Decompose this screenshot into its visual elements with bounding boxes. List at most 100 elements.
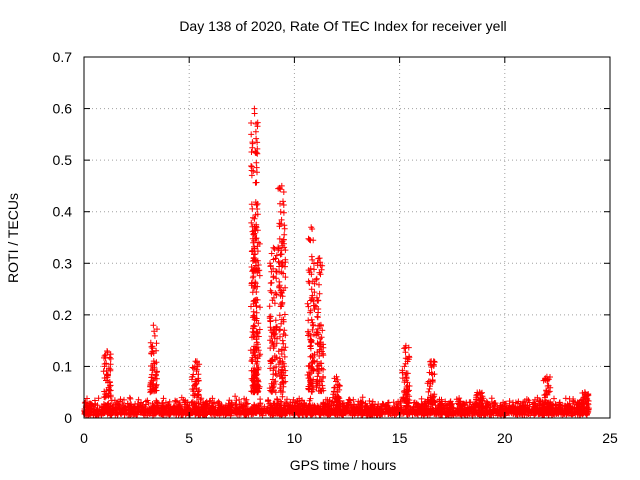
data-point (254, 248, 261, 255)
data-point (310, 376, 317, 383)
y-tick-label: 0 (64, 410, 72, 426)
data-point (581, 407, 588, 414)
data-point (250, 285, 257, 292)
data-point (570, 397, 577, 404)
data-point (479, 400, 486, 407)
data-point (248, 303, 254, 310)
data-point (577, 410, 584, 417)
data-point (267, 318, 274, 325)
data-point (314, 349, 321, 356)
data-point (190, 392, 197, 399)
data-point (251, 297, 258, 304)
data-point (281, 353, 288, 360)
data-point (250, 168, 257, 175)
data-point (226, 397, 233, 404)
data-point (488, 395, 495, 402)
data-point (269, 384, 276, 391)
data-point (322, 404, 329, 411)
data-point (156, 409, 163, 416)
data-point (551, 395, 557, 402)
data-point (275, 244, 282, 251)
data-point (464, 404, 471, 411)
data-point (475, 403, 481, 410)
data-point (316, 255, 323, 262)
data-point (402, 342, 409, 349)
data-point (148, 363, 154, 369)
data-point (253, 202, 260, 208)
data-point (307, 379, 314, 386)
data-point (154, 400, 161, 407)
data-point (250, 273, 257, 280)
data-point (309, 359, 316, 366)
data-point (281, 244, 288, 251)
data-point (269, 329, 276, 336)
data-point (273, 363, 279, 370)
data-point (251, 215, 258, 222)
data-point (516, 411, 523, 417)
data-point (232, 401, 239, 408)
data-point (273, 291, 280, 298)
data-point (172, 398, 179, 405)
data-point (428, 370, 435, 377)
data-point (446, 406, 453, 413)
data-point (313, 408, 320, 415)
data-point (254, 211, 261, 218)
data-point (363, 403, 370, 410)
data-point (92, 411, 99, 418)
data-point (277, 385, 283, 392)
x-tick-label: 20 (497, 430, 513, 446)
data-point (107, 367, 114, 374)
data-point (328, 400, 335, 407)
data-point (508, 405, 515, 412)
data-point (243, 396, 250, 403)
data-point (324, 396, 331, 403)
data-point (543, 373, 550, 380)
data-point (252, 279, 259, 286)
data-point (106, 387, 113, 394)
data-point (248, 131, 255, 138)
data-point (177, 407, 184, 414)
data-point (303, 410, 310, 417)
data-point (101, 363, 108, 370)
data-point (343, 410, 349, 417)
data-point (552, 401, 559, 408)
data-point (400, 395, 407, 402)
data-point (398, 405, 405, 412)
data-point (281, 402, 288, 409)
data-point (86, 411, 93, 418)
x-axis-label: GPS time / hours (290, 457, 397, 473)
data-point (309, 326, 316, 333)
data-point (137, 402, 144, 409)
data-point (544, 376, 551, 383)
data-point (401, 363, 408, 370)
data-point (269, 297, 276, 304)
data-point (319, 327, 326, 334)
data-point (189, 373, 196, 380)
data-point (91, 397, 98, 404)
data-point (282, 378, 289, 385)
x-tick-label: 15 (392, 430, 408, 446)
data-point (313, 378, 320, 385)
data-point (280, 270, 287, 277)
data-point (144, 406, 151, 413)
data-point (406, 406, 413, 413)
data-point (281, 231, 288, 238)
data-point (253, 339, 260, 346)
data-point (189, 364, 196, 371)
data-point (94, 402, 101, 409)
data-point (280, 209, 287, 216)
data-point (278, 347, 285, 353)
data-point (277, 326, 284, 333)
data-point (105, 384, 112, 391)
data-point (252, 199, 259, 206)
data-point (272, 290, 279, 297)
data-point (192, 411, 199, 418)
data-point (282, 344, 289, 351)
data-point (268, 289, 275, 296)
data-point (130, 405, 137, 412)
data-point (249, 354, 256, 361)
data-point (336, 397, 343, 404)
data-point (276, 220, 283, 227)
data-point (369, 401, 376, 408)
data-point (278, 387, 285, 394)
